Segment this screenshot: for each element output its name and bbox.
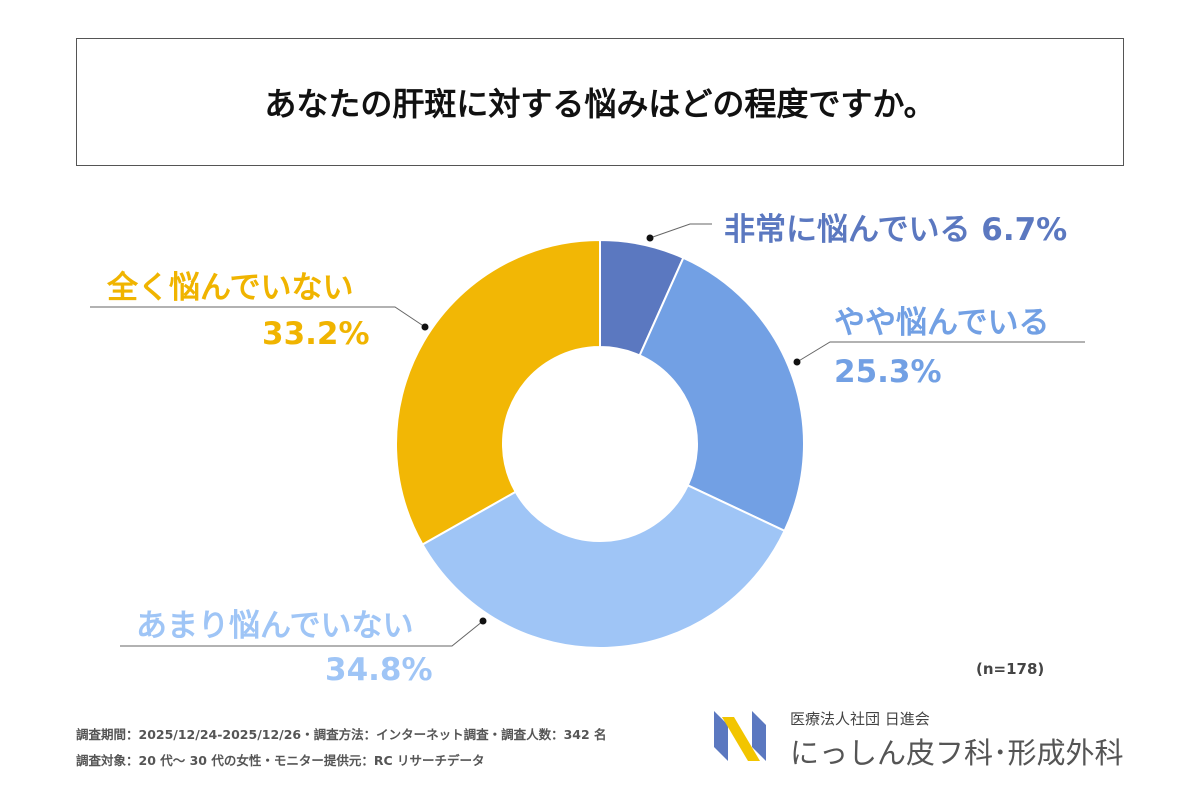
- leader-dot-1: [793, 358, 801, 366]
- footer-line-1: 調査期間：2025/12/24-2025/12/26・調査方法：インターネット調…: [76, 727, 607, 742]
- footer-line-2: 調査対象：20 代～ 30 代の女性・モニター提供元：RC リサーチデータ: [76, 753, 485, 768]
- leader-line-1: [796, 341, 1085, 363]
- org-name: 医療法人社団 日進会: [790, 710, 930, 728]
- leader-line-3: [90, 306, 426, 328]
- leader-dot-3: [421, 323, 429, 331]
- clinic-name: にっしん皮フ科･形成外科: [790, 736, 1124, 770]
- leader-line-0: [649, 223, 712, 239]
- label-slice-0: 非常に悩んでいる 6.7%: [724, 212, 1068, 248]
- donut-slice-2: [421, 483, 786, 649]
- clinic-logo-icon: [714, 711, 766, 761]
- leader-dot-0: [646, 234, 654, 242]
- value-slice-2: 34.8%: [325, 652, 433, 688]
- leader-line-2: [120, 620, 484, 647]
- value-slice-3: 33.2%: [262, 316, 370, 352]
- chart-title: あなたの肝斑に対する悩みはどの程度ですか。: [264, 85, 936, 123]
- value-slice-1: 25.3%: [834, 354, 942, 390]
- leader-dot-2: [479, 617, 487, 625]
- label-slice-2: あまり悩んでいない: [136, 608, 414, 644]
- donut-slice-3: [395, 238, 601, 546]
- title-box: あなたの肝斑に対する悩みはどの程度ですか。: [76, 38, 1124, 166]
- label-slice-1: やや悩んでいる: [834, 305, 1050, 341]
- donut-slice-1: [638, 256, 805, 533]
- label-slice-3: 全く悩んでいない: [107, 270, 354, 306]
- sample-size: (n=178): [976, 660, 1045, 678]
